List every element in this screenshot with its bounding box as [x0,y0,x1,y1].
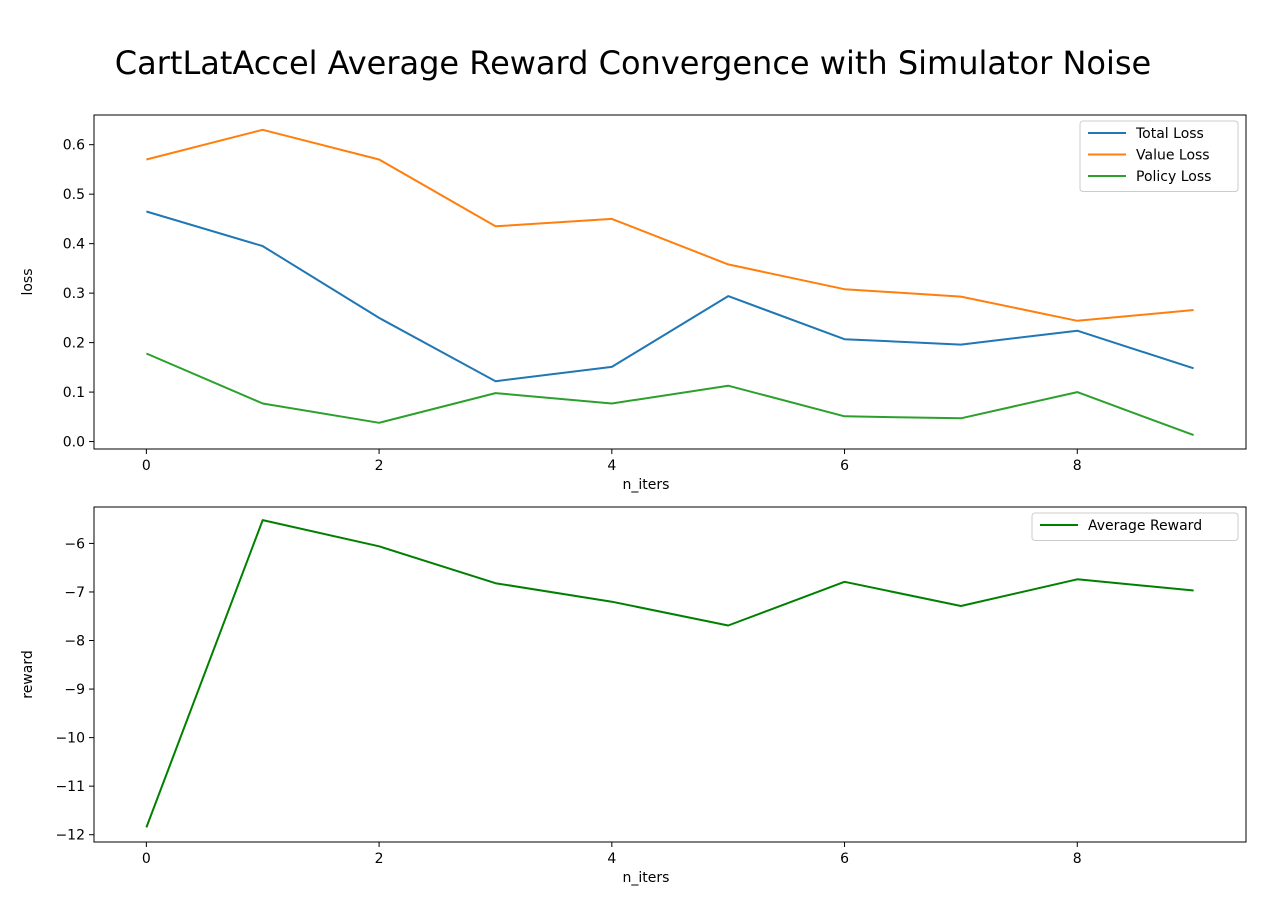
y-tick-label: −9 [64,682,85,698]
series-line-policy-loss [146,352,1194,437]
y-tick-label: 0.5 [63,187,85,203]
axes-frame [93,506,1247,843]
x-tick-label: 8 [1073,458,1082,474]
y-tick-label: −10 [55,731,85,747]
y-tick-label: 0.2 [63,336,85,352]
series-line-value-loss [146,128,1194,322]
legend-label-total-loss: Total Loss [1135,126,1204,142]
x-tick-label: 4 [607,851,616,867]
y-tick-label: 0.6 [63,138,85,154]
legend: Total Loss Value Loss Policy Loss [1079,120,1239,192]
axes-frame [93,114,1247,450]
x-tick-label: 6 [840,458,849,474]
x-tick-label: 0 [142,458,151,474]
x-tick-label: 2 [375,458,384,474]
legend-box [1079,120,1239,192]
x-tick-label: 0 [142,851,151,867]
legend-label-average-reward: Average Reward [1088,518,1202,534]
y-tick-label: 0.3 [63,286,85,302]
figure-title: CartLatAccel Average Reward Convergence … [114,44,1152,82]
y-tick-label: −6 [64,536,85,552]
x-axis-label: n_iters [623,477,670,493]
legend: Average Reward [1031,512,1239,541]
y-tick-label: −12 [55,828,85,844]
y-axis-label: reward [20,650,36,699]
series-line-total-loss [146,210,1194,383]
y-tick-label: −11 [55,779,85,795]
y-tick-label: 0.1 [63,385,85,401]
x-tick-label: 2 [375,851,384,867]
x-tick-label: 4 [607,458,616,474]
legend-box [1031,512,1239,541]
y-tick-label: 0.4 [63,237,85,253]
x-tick-label: 6 [840,851,849,867]
subplot-2: 0 2 4 6 8 −12 −11 −10 −9 −8 −7 −6 n_iters reward Avera… [20,506,1247,886]
series-line-average-reward [145,519,1194,828]
y-tick-label: 0.0 [63,435,85,451]
y-tick-label: −7 [64,585,85,601]
x-tick-label: 8 [1073,851,1082,867]
y-tick-label: −8 [64,634,85,650]
x-axis-label: n_iters [623,870,670,886]
subplot-1: 0 2 4 6 8 0.0 0.1 0.2 0.3 0.4 0.5 0.6 n_iters loss Tot… [20,114,1247,493]
legend-label-policy-loss: Policy Loss [1136,169,1211,185]
legend-label-value-loss: Value Loss [1136,148,1210,164]
y-axis-label: loss [20,268,36,295]
